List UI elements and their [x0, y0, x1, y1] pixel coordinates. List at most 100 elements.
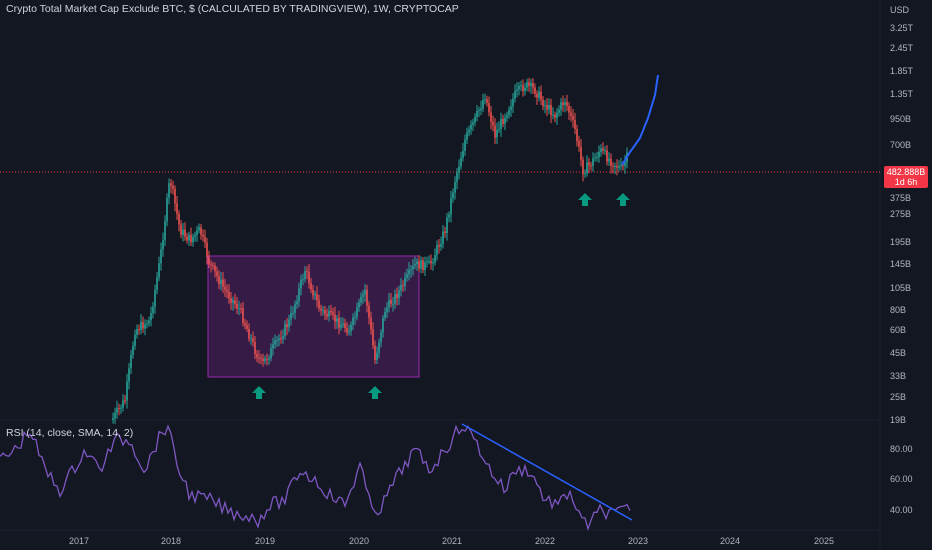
candle — [154, 289, 156, 307]
candle — [432, 262, 434, 264]
candle — [196, 230, 198, 235]
candle — [434, 254, 436, 263]
candle — [170, 183, 172, 186]
candle — [422, 260, 424, 270]
candle — [526, 82, 528, 88]
candle — [488, 102, 490, 113]
candle — [574, 119, 576, 130]
candle — [566, 101, 568, 107]
candle — [538, 91, 540, 98]
candle — [588, 162, 590, 166]
price-tick-label: 2.45T — [890, 43, 914, 53]
candle — [350, 324, 352, 332]
candle — [572, 115, 574, 120]
candle — [162, 240, 164, 250]
candle — [144, 324, 146, 329]
last-price-value: 482.888B — [886, 167, 926, 177]
candle — [148, 320, 150, 324]
candle — [238, 308, 240, 310]
candle — [120, 407, 122, 409]
price-candles — [112, 77, 628, 424]
candle — [496, 129, 498, 138]
candle — [220, 279, 222, 285]
time-tick-label: 2022 — [535, 536, 556, 546]
rsi-line — [0, 424, 631, 531]
candle — [454, 182, 456, 193]
up-arrow-markers — [252, 193, 630, 399]
candle — [234, 300, 236, 304]
last-price-tag: 482.888B 1d 6h — [884, 166, 928, 188]
candle — [594, 157, 596, 159]
candle — [232, 300, 234, 303]
candle — [442, 231, 444, 245]
candle — [392, 303, 394, 305]
candle — [490, 112, 492, 122]
rsi-title: RSI (14, close, SMA, 14, 2) — [6, 427, 134, 439]
candle — [320, 308, 322, 311]
candle — [324, 310, 326, 315]
candle — [508, 109, 510, 116]
price-tick-label: 195B — [890, 237, 912, 247]
candle — [408, 270, 410, 275]
candle — [150, 313, 152, 321]
candle — [290, 313, 292, 320]
candle — [604, 150, 606, 152]
time-tick-label: 2025 — [814, 536, 835, 546]
candle — [264, 358, 266, 361]
candle — [512, 98, 514, 107]
candle — [240, 308, 242, 310]
candle — [198, 227, 200, 231]
candle — [450, 198, 452, 215]
candle — [614, 165, 616, 167]
candle — [186, 236, 188, 241]
candle — [564, 101, 566, 106]
candle — [582, 159, 584, 175]
candle — [280, 338, 282, 340]
candle — [174, 188, 176, 204]
price-tick-label: 1.85T — [890, 66, 914, 76]
candle — [444, 231, 446, 233]
candle — [492, 121, 494, 126]
candle — [412, 265, 414, 270]
candle — [258, 357, 260, 359]
candle — [306, 271, 308, 273]
candle — [456, 172, 458, 183]
candle — [296, 301, 298, 305]
candle — [314, 294, 316, 296]
candle — [316, 294, 318, 301]
candle — [356, 307, 358, 317]
candle — [558, 109, 560, 113]
candle — [546, 105, 548, 110]
candle — [498, 129, 500, 131]
candle — [278, 338, 280, 341]
time-tick-label: 2024 — [720, 536, 741, 546]
candle — [398, 290, 400, 299]
candle — [466, 132, 468, 140]
candle — [310, 283, 312, 290]
candle — [370, 317, 372, 330]
candle — [292, 312, 294, 314]
candle — [244, 322, 246, 326]
candle — [200, 227, 202, 235]
candle — [530, 83, 532, 86]
candle — [138, 329, 140, 331]
candle — [428, 260, 430, 262]
candle — [446, 217, 448, 233]
candle — [194, 234, 196, 237]
candle — [418, 261, 420, 269]
candle — [242, 308, 244, 323]
rsi-tick-label: 60.00 — [890, 474, 913, 484]
candle — [548, 104, 550, 110]
candle — [586, 162, 588, 174]
candle — [430, 260, 432, 264]
candle — [460, 157, 462, 167]
candle — [382, 317, 384, 333]
candle — [556, 112, 558, 118]
candle — [500, 118, 502, 130]
candle — [266, 358, 268, 360]
candle — [354, 316, 356, 318]
price-tick-label: 950B — [890, 114, 912, 124]
rsi-tick-label: 40.00 — [890, 505, 913, 515]
price-tick-label: 33B — [890, 371, 907, 381]
